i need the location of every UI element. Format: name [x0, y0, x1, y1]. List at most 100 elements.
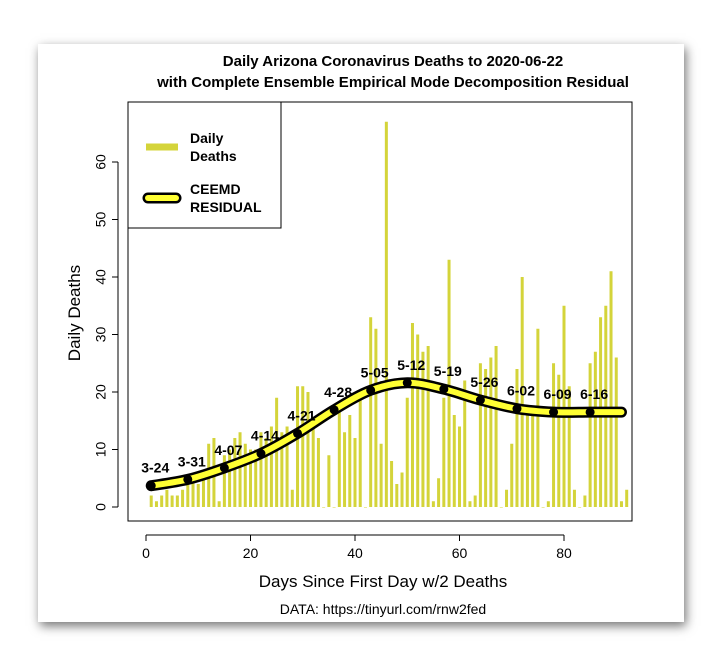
y-tick-label: 60 — [93, 154, 109, 170]
marker-label: 5-12 — [397, 357, 425, 373]
bar — [201, 472, 205, 507]
marker-label: 4-28 — [324, 384, 352, 400]
legend-box — [127, 101, 282, 229]
y-tick-label: 40 — [93, 269, 109, 285]
bar — [353, 438, 357, 507]
residual-marker — [585, 407, 595, 417]
bar — [249, 449, 252, 507]
residual-marker — [329, 405, 339, 415]
marker-label: 6-09 — [544, 386, 572, 402]
marker-label: 3-31 — [178, 453, 206, 469]
bar — [285, 426, 289, 507]
x-tick-label: 0 — [142, 545, 150, 561]
legend-label: Deaths — [190, 148, 237, 164]
bar — [358, 392, 362, 507]
marker-label: 4-07 — [214, 442, 242, 458]
x-tick-label: 60 — [452, 545, 468, 561]
bar — [510, 443, 514, 507]
bar — [311, 426, 315, 507]
bar — [186, 478, 190, 507]
residual-marker — [293, 428, 303, 438]
marker-label: 3-24 — [141, 460, 169, 476]
bar — [484, 369, 488, 507]
bar — [515, 369, 519, 507]
bar — [384, 121, 388, 507]
bar — [405, 397, 409, 507]
bar — [531, 415, 535, 507]
bar — [269, 426, 273, 507]
bar — [238, 432, 242, 507]
y-tick-label: 50 — [93, 212, 109, 228]
bar — [296, 386, 300, 507]
bar — [379, 443, 383, 507]
bar — [149, 495, 153, 507]
bar — [583, 495, 587, 507]
bar — [625, 489, 629, 507]
marker-label: 6-02 — [507, 383, 535, 399]
bar — [452, 415, 456, 507]
chart-subtitle: with Complete Ensemble Empirical Mode De… — [156, 74, 629, 91]
marker-label: 4-14 — [251, 428, 279, 444]
bar — [165, 489, 169, 507]
bar — [254, 449, 258, 507]
bar — [562, 305, 566, 507]
bar — [196, 484, 200, 507]
bar — [191, 478, 195, 507]
bar — [567, 386, 571, 507]
bar — [426, 346, 430, 507]
y-tick-label: 20 — [93, 384, 109, 400]
bar — [332, 507, 336, 508]
y-tick-label: 30 — [93, 327, 109, 343]
bar — [437, 478, 441, 507]
bar — [400, 472, 404, 507]
bar — [343, 432, 347, 507]
bar — [421, 351, 425, 507]
bar — [431, 501, 435, 507]
bar — [609, 271, 613, 507]
bar — [619, 501, 623, 507]
bar — [154, 501, 158, 507]
residual-marker — [146, 481, 156, 491]
bar — [525, 415, 529, 507]
bar — [327, 455, 331, 507]
bar — [390, 461, 394, 507]
bar — [494, 346, 498, 507]
bar — [301, 386, 305, 507]
bar — [499, 507, 503, 508]
bar — [259, 432, 263, 507]
residual-marker — [366, 385, 376, 395]
bar — [520, 277, 524, 507]
bar — [578, 507, 582, 508]
marker-label: 6-16 — [580, 386, 608, 402]
bar — [489, 357, 493, 507]
legend-label: RESIDUAL — [190, 199, 262, 215]
bar — [337, 409, 341, 507]
residual-marker — [256, 449, 266, 459]
bar — [175, 495, 179, 507]
residual-marker — [439, 384, 449, 394]
bar — [363, 507, 367, 508]
bar — [374, 328, 378, 507]
bar — [442, 397, 446, 507]
y-axis-label: Daily Deaths — [65, 265, 84, 361]
bar — [416, 334, 420, 507]
bar — [572, 489, 576, 507]
bar — [473, 495, 477, 507]
x-axis-label: Days Since First Day w/2 Deaths — [259, 572, 507, 591]
bar — [322, 507, 326, 508]
x-tick-label: 80 — [556, 545, 572, 561]
bar — [536, 328, 540, 507]
bar — [552, 363, 556, 507]
residual-marker — [219, 463, 229, 473]
bar — [505, 489, 509, 507]
bar — [463, 380, 467, 507]
marker-label: 5-05 — [361, 364, 389, 380]
bar — [290, 489, 294, 507]
bar — [604, 305, 608, 507]
data-source-caption: DATA: https://tinyurl.com/rnw2fed — [280, 601, 486, 617]
bar — [170, 495, 174, 507]
bar — [588, 363, 592, 507]
bar — [280, 432, 284, 507]
bar — [160, 495, 164, 507]
